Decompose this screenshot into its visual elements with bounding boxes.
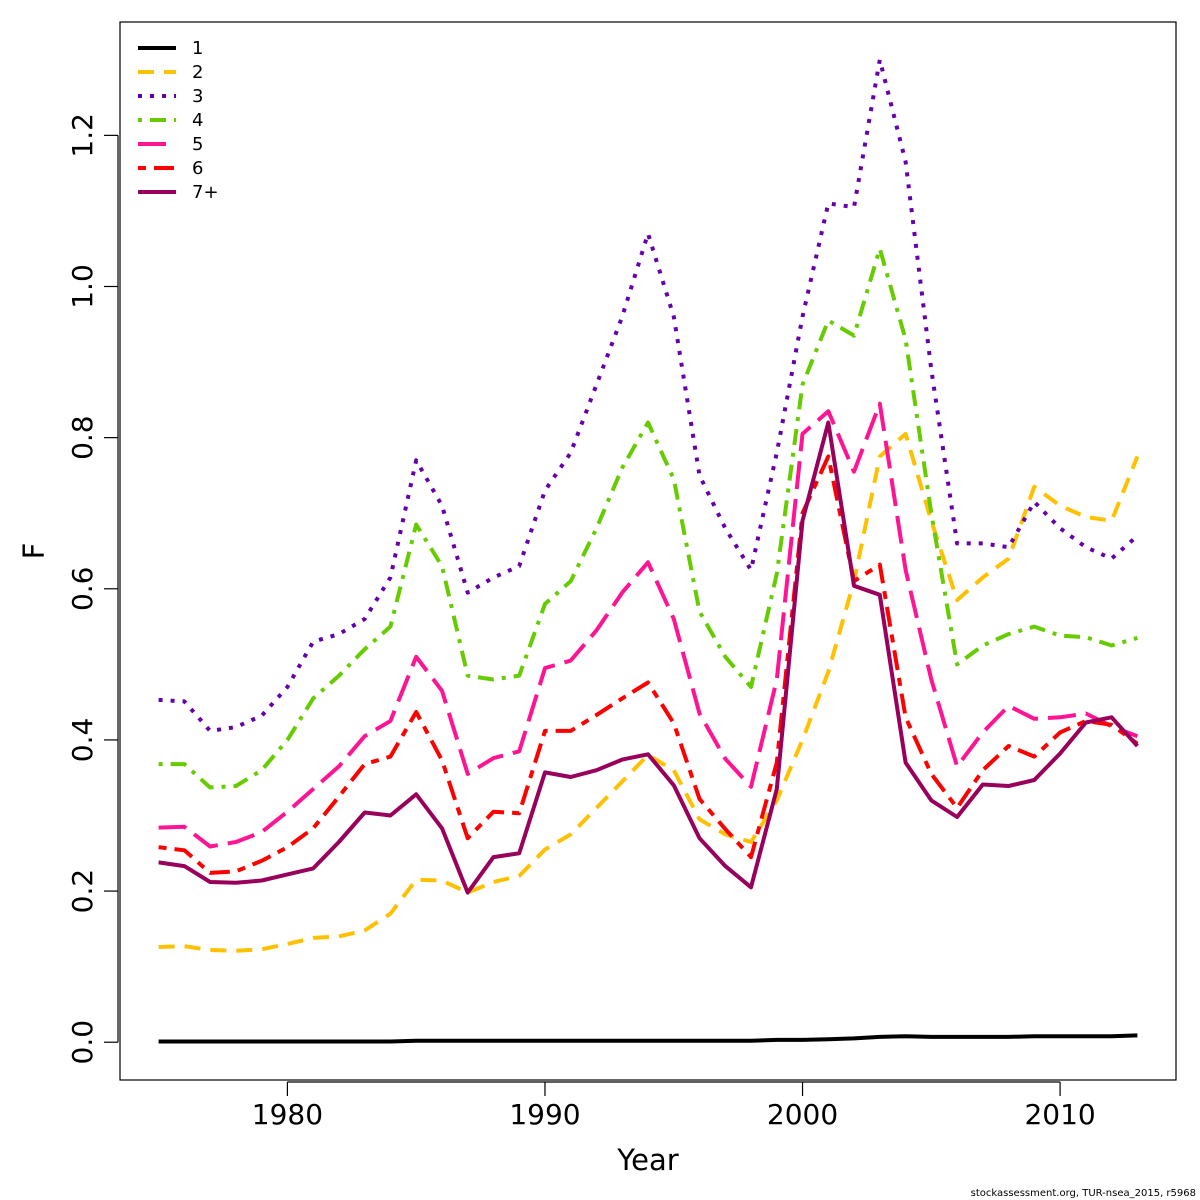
series-line-1 (158, 1033, 1138, 1044)
plot-frame (119, 21, 1177, 1081)
x-axis-title: Year (616, 1143, 678, 1177)
legend-label: 6 (192, 158, 203, 179)
credit-text: stockassessment.org, TUR-nsea_2015, r596… (971, 1188, 1196, 1199)
series-line-4 (158, 246, 1138, 790)
x-tick-label: 2000 (767, 1098, 838, 1131)
x-axis: 1980 1990 2000 2010 (252, 1081, 1096, 1131)
legend-label: 7+ (192, 182, 219, 203)
y-tick-label: 0.4 (66, 718, 99, 763)
series-line-2 (158, 431, 1140, 953)
y-tick-label: 1.0 (66, 264, 99, 309)
series-layer (158, 57, 1140, 1044)
series-line-7plus (158, 420, 1139, 895)
y-tick-label: 1.2 (66, 113, 99, 158)
legend-label: 3 (192, 86, 203, 107)
x-tick-label: 2010 (1024, 1098, 1095, 1131)
y-tick-label: 0.0 (66, 1020, 99, 1065)
series-line-6 (158, 454, 1139, 875)
y-tick-label: 0.8 (66, 415, 99, 460)
legend: 1 2 3 4 5 6 7+ (138, 38, 219, 203)
x-tick-label: 1990 (509, 1098, 580, 1131)
series-line-3 (158, 57, 1139, 733)
y-tick-label: 0.6 (66, 567, 99, 612)
x-tick-label: 1980 (252, 1098, 323, 1131)
y-axis-title: F (17, 543, 51, 560)
legend-label: 1 (192, 38, 203, 59)
y-axis: 0.0 0.2 0.4 0.6 0.8 1.0 1.2 (66, 113, 119, 1065)
y-tick-label: 0.2 (66, 869, 99, 914)
legend-label: 5 (192, 134, 203, 155)
series-line-5 (158, 401, 1139, 849)
legend-label: 2 (192, 62, 203, 83)
legend-label: 4 (192, 110, 203, 131)
